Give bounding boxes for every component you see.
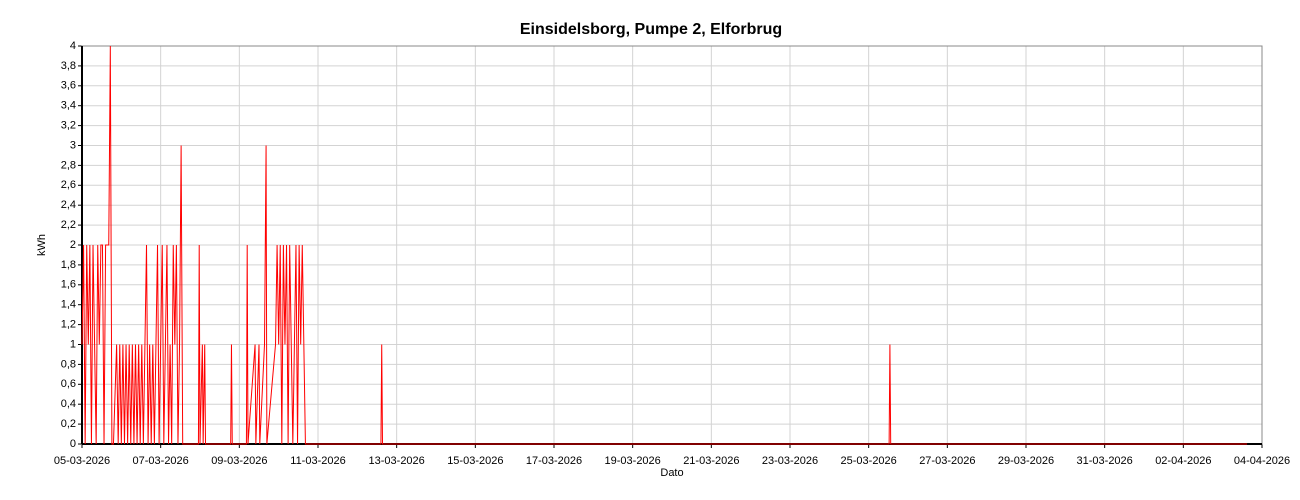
data-line xyxy=(81,45,1248,445)
x-tick-label: 25-03-2026 xyxy=(841,455,897,467)
x-tick-label: 11-03-2026 xyxy=(290,455,345,467)
y-tick-label: 3,8 xyxy=(61,60,76,72)
x-tick-label: 13-03-2026 xyxy=(369,455,425,467)
x-tick-label: 31-03-2026 xyxy=(1077,455,1133,467)
y-tick-label: 0,2 xyxy=(61,418,76,430)
x-tick-label: 27-03-2026 xyxy=(919,455,975,467)
x-tick-label: 07-03-2026 xyxy=(133,455,189,467)
x-tick-label: 04-04-2026 xyxy=(1234,455,1290,467)
chart-title: Einsidelsborg, Pumpe 2, Elforbrug xyxy=(520,21,782,38)
x-tick-label: 21-03-2026 xyxy=(683,455,739,467)
x-tick-label: 23-03-2026 xyxy=(762,455,818,467)
y-tick-label: 1,8 xyxy=(61,259,76,271)
y-tick-label: 0,6 xyxy=(61,378,76,390)
y-tick-label: 2,4 xyxy=(61,199,76,211)
x-tick-label: 19-03-2026 xyxy=(605,455,661,467)
y-tick-label: 1,2 xyxy=(61,319,76,331)
x-tick-label: 05-03-2026 xyxy=(54,455,110,467)
y-tick-label: 0,4 xyxy=(61,398,76,410)
y-tick-label: 1 xyxy=(70,338,76,350)
y-tick-label: 1,4 xyxy=(61,299,76,311)
y-axis-label: kWh xyxy=(36,234,48,256)
y-tick-label: 0,8 xyxy=(61,358,76,370)
y-tick-label: 3 xyxy=(70,139,76,151)
x-tick-label: 29-03-2026 xyxy=(998,455,1054,467)
y-tick-label: 2,6 xyxy=(61,179,76,191)
x-tick-label: 09-03-2026 xyxy=(211,455,267,467)
x-tick-label: 02-04-2026 xyxy=(1155,455,1211,467)
y-tick-label: 0 xyxy=(70,438,76,450)
x-tick-label: 15-03-2026 xyxy=(447,455,503,467)
y-tick-label: 3,2 xyxy=(61,120,76,132)
y-tick-label: 4 xyxy=(70,40,76,52)
y-tick-label: 2,2 xyxy=(61,219,76,231)
y-tick-label: 1,6 xyxy=(61,279,76,291)
y-tick-label: 3,4 xyxy=(61,100,76,112)
x-axis-label: Dato xyxy=(660,467,683,479)
y-tick-label: 2 xyxy=(70,239,76,251)
x-tick-label: 17-03-2026 xyxy=(526,455,582,467)
y-tick-label: 3,6 xyxy=(61,80,76,92)
y-tick-label: 2,8 xyxy=(61,159,76,171)
